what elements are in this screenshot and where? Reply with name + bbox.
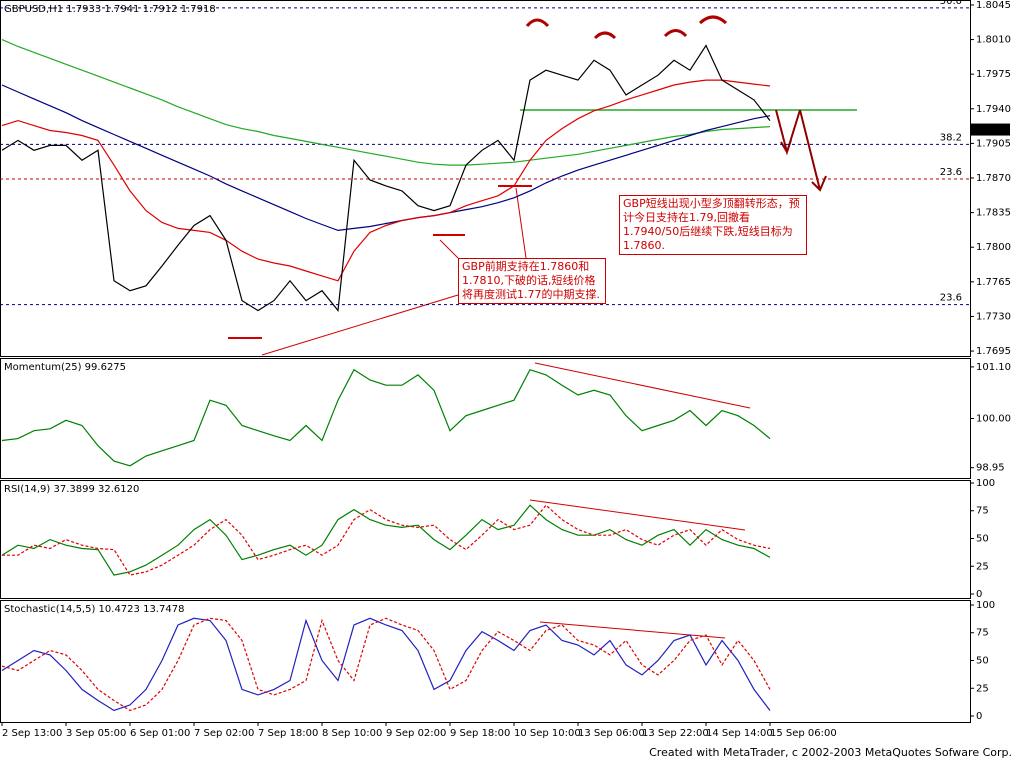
y-tick-label: 1.7940 — [976, 104, 1011, 115]
panel-title: GBPUSD,H1 1.7933 1.7941 1.7912 1.7918 — [4, 4, 216, 15]
panel-title: RSI(14,9) 37.3899 32.6120 — [4, 484, 139, 495]
divergence-line — [529, 499, 746, 531]
y-tick-label: 100.00 — [976, 413, 1011, 424]
x-tick-label: 7 Sep 18:00 — [258, 728, 318, 739]
divergence-line — [539, 621, 726, 639]
x-tick-label: 13 Sep 06:00 — [578, 728, 645, 739]
y-tick-label: 1.7905 — [976, 138, 1011, 149]
y-tick-label: 98.95 — [976, 463, 1005, 474]
x-tick-label: 10 Sep 10:00 — [514, 728, 581, 739]
series-line — [2, 504, 771, 576]
leader-lines — [261, 187, 527, 356]
y-tick-label: 1.7765 — [976, 277, 1011, 288]
series-line — [1, 617, 771, 712]
series-line — [1, 79, 771, 282]
level-label: 50.0 — [940, 0, 962, 7]
y-tick-label: 100 — [976, 600, 995, 611]
support-markers — [228, 185, 532, 339]
series-line — [1, 368, 771, 467]
panel-frame — [0, 600, 971, 723]
top-markers — [525, 15, 728, 40]
divergence-line — [534, 362, 751, 409]
y-tick-label: 1.7695 — [976, 346, 1011, 357]
series-line — [1, 39, 771, 166]
level-label: 23.6 — [940, 293, 962, 304]
y-tick-label: 75 — [976, 628, 989, 639]
panel-title: Momentum(25) 99.6275 — [4, 362, 126, 373]
x-tick-label: 6 Sep 01:00 — [130, 728, 190, 739]
y-tick-label: 1.7835 — [976, 208, 1011, 219]
y-tick-label: 50 — [976, 534, 989, 545]
last-price-box — [970, 123, 1010, 136]
x-tick-label: 9 Sep 18:00 — [450, 728, 510, 739]
x-tick-label: 14 Sep 14:00 — [706, 728, 773, 739]
y-tick-label: 1.7975 — [976, 69, 1011, 80]
y-tick-label: 100 — [976, 478, 995, 489]
y-tick-label: 1.7870 — [976, 173, 1011, 184]
y-tick-label: 0 — [976, 711, 982, 722]
series-line — [1, 84, 771, 232]
x-tick-label: 9 Sep 02:00 — [386, 728, 446, 739]
y-tick-label: 75 — [976, 506, 989, 517]
y-tick-label: 25 — [976, 561, 989, 572]
footer: Created with MetaTrader, c 2002-2003 Met… — [649, 746, 1012, 759]
y-tick-label: 1.8010 — [976, 35, 1011, 46]
y-tick-label: 1.8045 — [976, 0, 1011, 11]
level-label: 38.2 — [940, 132, 962, 143]
x-tick-label: 3 Sep 05:00 — [66, 728, 126, 739]
x-tick-label: 13 Sep 22:00 — [642, 728, 709, 739]
annotation: GBP短线出现小型多顶翻转形态，预计今日支持在1.79,回撤看1.7940/50… — [619, 195, 807, 255]
y-tick-label: 50 — [976, 656, 989, 667]
x-tick-label: 8 Sep 10:00 — [322, 728, 382, 739]
y-tick-label: 1.7730 — [976, 311, 1011, 322]
y-tick-label: 25 — [976, 683, 989, 694]
x-tick-label: 15 Sep 06:00 — [770, 728, 837, 739]
x-tick-label: 2 Sep 13:00 — [2, 728, 62, 739]
y-tick-label: 0 — [976, 589, 982, 600]
forecast-arrows — [775, 109, 827, 192]
drawings — [228, 15, 857, 639]
series-line — [1, 504, 771, 576]
y-tick-label: 101.10 — [976, 362, 1011, 373]
panel-frame — [0, 480, 971, 599]
series-line — [1, 617, 771, 712]
last-price: 1.7919 — [974, 125, 1009, 136]
series-line — [1, 44, 771, 313]
x-tick-label: 7 Sep 02:00 — [194, 728, 254, 739]
level-label: 23.6 — [940, 167, 962, 178]
y-tick-label: 1.7800 — [976, 242, 1011, 253]
panel-title: Stochastic(14,5,5) 10.4723 13.7478 — [4, 604, 184, 615]
annotation: GBP前期支持在1.7860和1.7810,下破的话,短线价格将再度测试1.77… — [458, 258, 606, 304]
